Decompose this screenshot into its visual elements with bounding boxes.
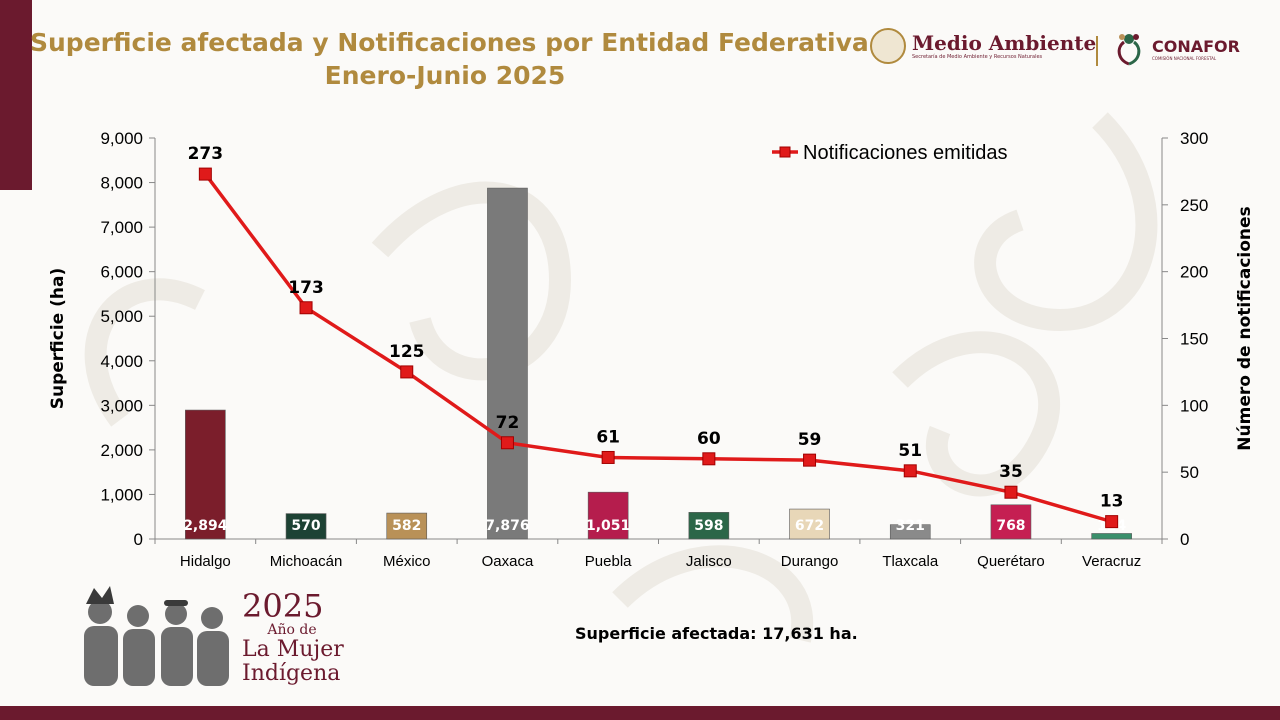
line-point <box>803 453 817 467</box>
right-tick-label: 150 <box>1180 330 1208 349</box>
category-label: Oaxaca <box>482 553 534 570</box>
bar-value-label: 321 <box>896 518 925 534</box>
category-label: Jalisco <box>686 553 732 570</box>
page-title: Superficie afectada y Notificaciones por… <box>30 26 869 92</box>
indigenous-women-illustration <box>84 586 229 686</box>
bar <box>185 409 226 540</box>
legend-marker <box>779 146 791 158</box>
right-tick-label: 100 <box>1180 396 1208 415</box>
medio-ambiente-name: Medio Ambiente <box>912 31 1097 55</box>
right-tick-label: 50 <box>1180 463 1199 482</box>
right-tick-label: 300 <box>1180 129 1208 148</box>
y-axis-title: Superficie (ha) <box>48 268 68 410</box>
left-tick-label: 2,000 <box>100 441 143 460</box>
conafor-tree-icon <box>1117 34 1141 66</box>
line-point <box>1105 515 1119 529</box>
bar <box>789 508 830 540</box>
category-label: Durango <box>781 553 839 570</box>
left-accent-bar <box>0 0 32 190</box>
left-tick-label: 6,000 <box>100 263 143 282</box>
line-value-label: 60 <box>697 429 721 449</box>
line-value-label: 125 <box>389 342 425 362</box>
bar-value-label: 598 <box>694 518 723 534</box>
right-tick-label: 200 <box>1180 263 1208 282</box>
line-point <box>198 167 212 181</box>
category-label: México <box>383 553 431 570</box>
bar <box>587 491 629 540</box>
title-line-1: Superficie afectada y Notificaciones por… <box>30 28 869 57</box>
left-tick-label: 7,000 <box>100 218 143 237</box>
bar-value-label: 1,051 <box>586 518 630 534</box>
coat-of-arms-icon <box>870 28 906 64</box>
bar-value-label: 768 <box>996 518 1025 534</box>
year-line-1: Año de <box>267 622 317 638</box>
medio-ambiente-subtitle: Secretaría de Medio Ambiente y Recursos … <box>912 54 1043 60</box>
legend-label: Notificaciones emitidas <box>803 142 1008 164</box>
category-label: Querétaro <box>977 553 1045 570</box>
line-series <box>203 173 1113 524</box>
header-logos: Medio Ambiente Secretaría de Medio Ambie… <box>870 28 1270 72</box>
year-of-indigenous-women-badge: 2025 Año de La Mujer Indígena <box>72 582 352 688</box>
bar <box>688 512 730 540</box>
category-label: Tlaxcala <box>882 553 939 570</box>
category-label: Puebla <box>585 553 632 570</box>
left-tick-label: 8,000 <box>100 174 143 193</box>
left-tick-label: 3,000 <box>100 396 143 415</box>
y2-axis-title: Número de notificaciones <box>1235 206 1255 450</box>
line-point <box>400 365 414 379</box>
title-line-2: Enero-Junio 2025 <box>324 61 566 90</box>
line-value-label: 173 <box>288 278 324 298</box>
bar <box>990 504 1032 540</box>
category-label: Veracruz <box>1082 553 1141 570</box>
line-point <box>702 452 716 466</box>
bar-value-label: 672 <box>795 518 824 534</box>
year-line-3: Indígena <box>242 661 341 686</box>
medio-ambiente-logo: Medio Ambiente Secretaría de Medio Ambie… <box>870 28 1096 64</box>
line-point <box>299 301 313 315</box>
category-label: Hidalgo <box>180 553 231 570</box>
line-value-label: 273 <box>188 144 224 164</box>
left-tick-label: 4,000 <box>100 352 143 371</box>
conafor-subtitle: COMISIÓN NACIONAL FORESTAL <box>1152 55 1217 61</box>
bar-value-label: 2,894 <box>183 518 228 534</box>
left-tick-label: 0 <box>134 530 143 549</box>
bar-value-label: 582 <box>392 518 421 534</box>
bar <box>889 524 931 540</box>
conafor-name: CONAFOR <box>1152 36 1240 56</box>
line-point <box>601 450 615 464</box>
conafor-logo: CONAFOR COMISIÓN NACIONAL FORESTAL <box>1110 30 1240 68</box>
line-value-label: 13 <box>1100 492 1124 512</box>
bar <box>487 187 528 540</box>
left-tick-label: 9,000 <box>100 129 143 148</box>
total-surface-text: Superficie afectada: 17,631 ha. <box>575 624 858 643</box>
logo-separator <box>1096 36 1098 66</box>
bar-value-label: 570 <box>291 518 320 534</box>
bar <box>386 512 428 540</box>
bar <box>1091 533 1132 540</box>
right-tick-label: 0 <box>1180 530 1189 549</box>
bottom-accent-bar <box>0 706 1280 720</box>
year-number: 2025 <box>242 587 324 625</box>
line-value-label: 72 <box>496 413 520 433</box>
left-tick-label: 5,000 <box>100 307 143 326</box>
line-value-label: 35 <box>999 462 1023 482</box>
right-tick-label: 250 <box>1180 196 1208 215</box>
line-point <box>500 436 514 450</box>
category-label: Michoacán <box>270 553 343 570</box>
line-point <box>903 464 917 478</box>
bar <box>285 513 327 540</box>
line-value-label: 59 <box>798 430 822 450</box>
line-value-label: 51 <box>898 441 922 461</box>
bar-value-label: 7,876 <box>485 518 529 534</box>
line-value-label: 61 <box>596 427 620 447</box>
year-line-2: La Mujer <box>242 637 344 662</box>
left-tick-label: 1,000 <box>100 485 143 504</box>
year-text: 2025 Año de La Mujer Indígena <box>242 590 344 686</box>
line-point <box>1004 485 1018 499</box>
